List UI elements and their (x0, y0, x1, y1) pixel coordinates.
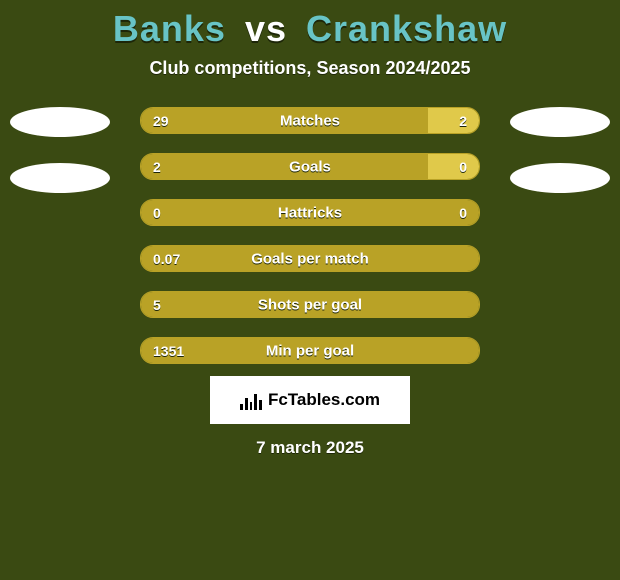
stat-label: Min per goal (266, 342, 354, 359)
stat-label: Goals (289, 158, 331, 175)
bar-chart-icon (240, 390, 262, 410)
watermark-text: FcTables.com (268, 390, 380, 410)
stat-label: Hattricks (278, 204, 342, 221)
stat-label: Shots per goal (258, 296, 362, 313)
placeholder-ellipse (10, 107, 110, 137)
subtitle: Club competitions, Season 2024/2025 (149, 58, 470, 79)
title-player2: Crankshaw (306, 8, 507, 49)
stat-value-left: 1351 (153, 343, 184, 359)
stat-row: Shots per goal 5 (140, 291, 480, 318)
placeholder-ellipse (10, 163, 110, 193)
stat-row: Hattricks 0 0 (140, 199, 480, 226)
placeholder-ellipse (510, 107, 610, 137)
stat-value-left: 29 (153, 113, 169, 129)
subtitle-text: Club competitions, Season 2024/2025 (149, 58, 470, 78)
stat-row: Goals per match 0.07 (140, 245, 480, 272)
stat-bars: Matches 29 2 Goals 2 0 Hattricks 0 0 Goals per ma… (140, 107, 480, 364)
stat-value-left: 2 (153, 159, 161, 175)
stat-row: Min per goal 1351 (140, 337, 480, 364)
bar-fill-left (141, 154, 428, 179)
title-vs: vs (245, 8, 287, 49)
stat-row: Matches 29 2 (140, 107, 480, 134)
stat-value-right: 0 (459, 159, 467, 175)
stat-label: Matches (280, 112, 340, 129)
bar-fill-right (428, 154, 479, 179)
stat-value-left: 0.07 (153, 251, 180, 267)
stat-value-right: 2 (459, 113, 467, 129)
stat-label: Goals per match (251, 250, 369, 267)
page-title: Banks vs Crankshaw (113, 8, 507, 50)
stat-value-left: 5 (153, 297, 161, 313)
date-text: 7 march 2025 (256, 438, 364, 458)
title-player1: Banks (113, 8, 226, 49)
bar-fill-right (428, 108, 479, 133)
watermark: FcTables.com (210, 376, 410, 424)
right-placeholders (510, 107, 610, 193)
stat-row: Goals 2 0 (140, 153, 480, 180)
stat-value-right: 0 (459, 205, 467, 221)
stat-value-left: 0 (153, 205, 161, 221)
left-placeholders (10, 107, 110, 193)
placeholder-ellipse (510, 163, 610, 193)
stats-area: Matches 29 2 Goals 2 0 Hattricks 0 0 Goals per ma… (0, 107, 620, 364)
